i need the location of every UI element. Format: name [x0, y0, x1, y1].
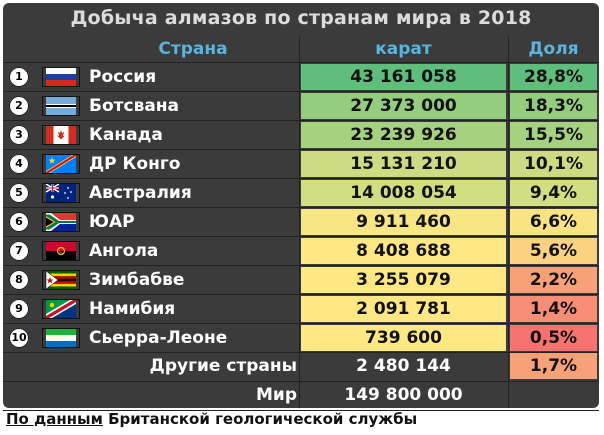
carat-cell: 14 008 054 [301, 180, 506, 206]
carat-cell: 8 408 688 [301, 238, 506, 264]
namibia-flag-icon [42, 299, 80, 319]
source-link[interactable]: По данным [6, 410, 103, 428]
others-label: Другие страны [149, 356, 297, 376]
carat-cell: 27 373 000 [301, 93, 506, 119]
share-cell: 2,2% [510, 267, 597, 293]
table-row: 10 Сьерра-Леоне 739 600 0,5% [3, 324, 599, 352]
carat-cell: 2 091 781 [301, 296, 506, 322]
share-cell: 5,6% [510, 238, 597, 264]
carat-cell: 15 131 210 [301, 151, 506, 177]
country-name: Сьерра-Леоне [89, 328, 228, 348]
country-name: Намибия [89, 299, 176, 319]
world-label: Мир [256, 385, 297, 405]
botswana-flag-icon [42, 96, 80, 116]
row-divider [3, 236, 599, 237]
column-divider [299, 37, 300, 408]
carat-cell: 739 600 [301, 325, 506, 351]
table-row: 9 Намибия 2 091 781 1,4% [3, 295, 599, 323]
table-row: 6 ЮАР 9 911 460 6,6% [3, 208, 599, 236]
rank-badge: 3 [9, 125, 29, 145]
row-divider [3, 178, 599, 179]
country-name: ЮАР [89, 212, 135, 232]
row-divider [3, 91, 599, 92]
carat-cell: 23 239 926 [301, 122, 506, 148]
diamond-table-card: Добыча алмазов по странам мира в 2018 Ст… [3, 3, 599, 411]
rank-badge: 6 [9, 212, 29, 232]
dr-congo-flag-icon [42, 154, 80, 174]
others-row: Другие страны 2 480 144 1,7% [3, 352, 599, 380]
row-divider [3, 149, 599, 150]
australia-flag-icon [42, 183, 80, 203]
row-divider [3, 323, 599, 324]
zimbabwe-flag-icon [42, 270, 80, 290]
rank-badge: 1 [9, 67, 29, 87]
others-carat: 2 480 144 [356, 356, 451, 376]
rank-badge: 10 [9, 328, 29, 348]
carat-cell: 3 255 079 [301, 267, 506, 293]
others-share: 1,7% [510, 353, 597, 379]
share-cell: 6,6% [510, 209, 597, 235]
table-row: 2 Ботсвана 27 373 000 18,3% [3, 92, 599, 120]
sierra-leone-flag-icon [42, 328, 80, 348]
country-name: Ангола [89, 241, 159, 261]
country-name: Ботсвана [89, 96, 180, 116]
share-cell: 9,4% [510, 180, 597, 206]
header-carat: карат [375, 39, 432, 59]
rank-badge: 7 [9, 241, 29, 261]
rank-badge: 9 [9, 299, 29, 319]
row-divider [3, 352, 599, 353]
source-note: По данным Британской геологической служб… [6, 410, 417, 428]
row-divider [3, 381, 599, 382]
share-cell: 28,8% [510, 64, 597, 90]
carat-cell: 9 911 460 [301, 209, 506, 235]
share-cell: 1,4% [510, 296, 597, 322]
column-divider [508, 37, 509, 408]
header-share: Доля [528, 39, 579, 59]
table-row: 5 Австралия 14 008 054 9,4% [3, 179, 599, 207]
south-africa-flag-icon [42, 212, 80, 232]
table-row: 4 ДР Конго 15 131 210 10,1% [3, 150, 599, 178]
rank-badge: 2 [9, 96, 29, 116]
world-carat: 149 800 000 [344, 385, 463, 405]
row-divider [3, 120, 599, 121]
table-row: 7 Ангола 8 408 688 5,6% [3, 237, 599, 265]
country-name: Австралия [89, 183, 192, 203]
russia-flag-icon [42, 67, 80, 87]
row-divider [3, 294, 599, 295]
share-cell: 10,1% [510, 151, 597, 177]
row-divider [3, 62, 599, 63]
row-divider [3, 410, 599, 411]
country-name: ДР Конго [89, 154, 181, 174]
rank-badge: 8 [9, 270, 29, 290]
row-divider [3, 207, 599, 208]
country-name: Россия [89, 67, 157, 87]
canada-flag-icon [42, 125, 80, 145]
source-text: Британской геологической службы [102, 410, 418, 428]
angola-flag-icon [42, 241, 80, 261]
share-cell: 0,5% [510, 325, 597, 351]
share-cell: 18,3% [510, 93, 597, 119]
carat-cell: 43 161 058 [301, 64, 506, 90]
rank-badge: 4 [9, 154, 29, 174]
table-row: 8 Зимбабве 3 255 079 2,2% [3, 266, 599, 294]
country-name: Канада [89, 125, 163, 145]
header-country: Страна [158, 39, 228, 59]
rank-badge: 5 [9, 183, 29, 203]
table-row: 3 Канада 23 239 926 15,5% [3, 121, 599, 149]
share-cell: 15,5% [510, 122, 597, 148]
table-row: 1 Россия 43 161 058 28,8% [3, 63, 599, 91]
row-divider [3, 265, 599, 266]
table-title: Добыча алмазов по странам мира в 2018 [70, 7, 532, 29]
country-name: Зимбабве [89, 270, 185, 290]
world-row: Мир 149 800 000 [3, 381, 599, 409]
